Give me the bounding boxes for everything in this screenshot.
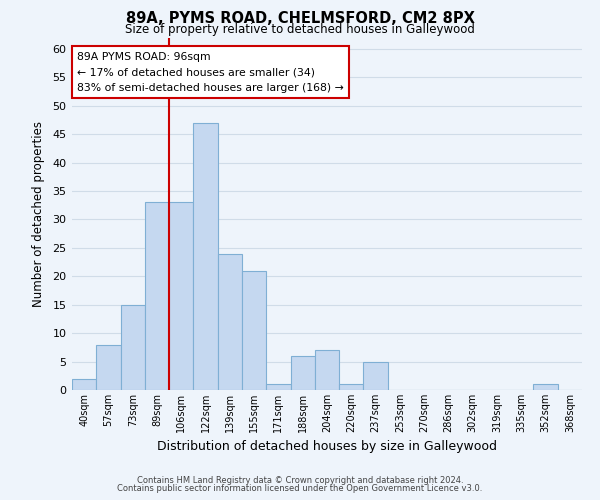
Bar <box>169 202 193 390</box>
Text: Size of property relative to detached houses in Galleywood: Size of property relative to detached ho… <box>125 22 475 36</box>
Bar <box>193 123 218 390</box>
Bar <box>315 350 339 390</box>
Bar <box>121 304 145 390</box>
Text: Contains public sector information licensed under the Open Government Licence v3: Contains public sector information licen… <box>118 484 482 493</box>
Bar <box>242 270 266 390</box>
Bar <box>290 356 315 390</box>
Text: Contains HM Land Registry data © Crown copyright and database right 2024.: Contains HM Land Registry data © Crown c… <box>137 476 463 485</box>
Bar <box>218 254 242 390</box>
Bar <box>364 362 388 390</box>
Bar <box>266 384 290 390</box>
Bar <box>339 384 364 390</box>
Bar <box>96 344 121 390</box>
X-axis label: Distribution of detached houses by size in Galleywood: Distribution of detached houses by size … <box>157 440 497 454</box>
Bar <box>72 378 96 390</box>
Bar <box>533 384 558 390</box>
Text: 89A, PYMS ROAD, CHELMSFORD, CM2 8PX: 89A, PYMS ROAD, CHELMSFORD, CM2 8PX <box>125 11 475 26</box>
Text: 89A PYMS ROAD: 96sqm
← 17% of detached houses are smaller (34)
83% of semi-detac: 89A PYMS ROAD: 96sqm ← 17% of detached h… <box>77 52 344 93</box>
Bar <box>145 202 169 390</box>
Y-axis label: Number of detached properties: Number of detached properties <box>32 120 46 306</box>
